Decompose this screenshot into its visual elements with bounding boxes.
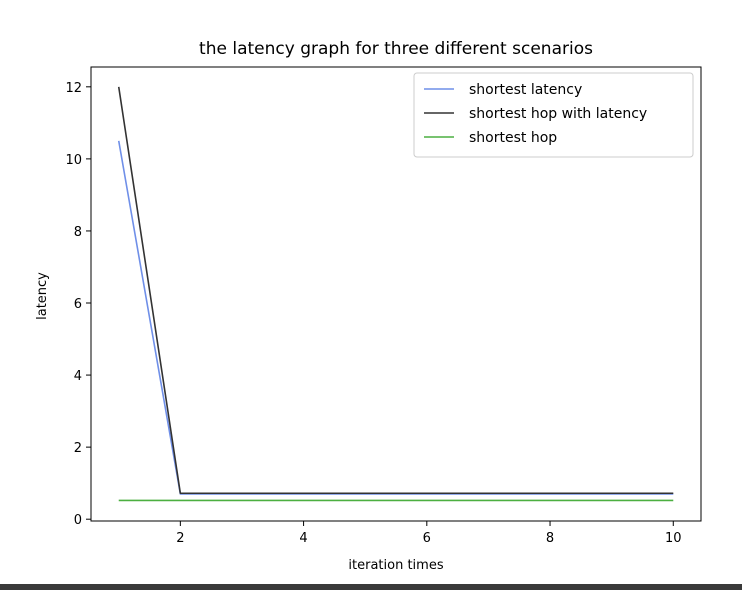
chart-title: the latency graph for three different sc… xyxy=(199,39,593,59)
y-tick-label: 12 xyxy=(65,81,82,96)
axes-frame xyxy=(90,66,702,522)
x-tick-label: 4 xyxy=(299,531,307,546)
x-tick-label: 10 xyxy=(665,531,682,546)
window-bottom-bar xyxy=(0,584,742,590)
x-tick-label: 2 xyxy=(176,531,184,546)
y-tick-label: 8 xyxy=(74,225,82,240)
y-tick-label: 0 xyxy=(74,513,82,528)
x-axis-label: iteration times xyxy=(348,558,443,573)
series-line-2 xyxy=(117,86,674,495)
legend-box xyxy=(413,72,694,158)
y-axis-label: latency xyxy=(35,272,50,320)
x-tick-label: 6 xyxy=(423,531,431,546)
legend-label: shortest latency xyxy=(469,82,582,98)
y-tick-label: 6 xyxy=(74,297,82,312)
x-tick-label: 8 xyxy=(546,531,554,546)
y-tick-label: 2 xyxy=(74,441,82,456)
y-tick-label: 4 xyxy=(74,369,82,384)
legend-label: shortest hop xyxy=(469,130,557,146)
legend-label: shortest hop with latency xyxy=(469,106,647,122)
y-tick-label: 10 xyxy=(65,153,82,168)
plot-area: 2 4 6 8 10 0 2 4 6 8 10 12 shortest latency shortest … xyxy=(65,66,702,546)
